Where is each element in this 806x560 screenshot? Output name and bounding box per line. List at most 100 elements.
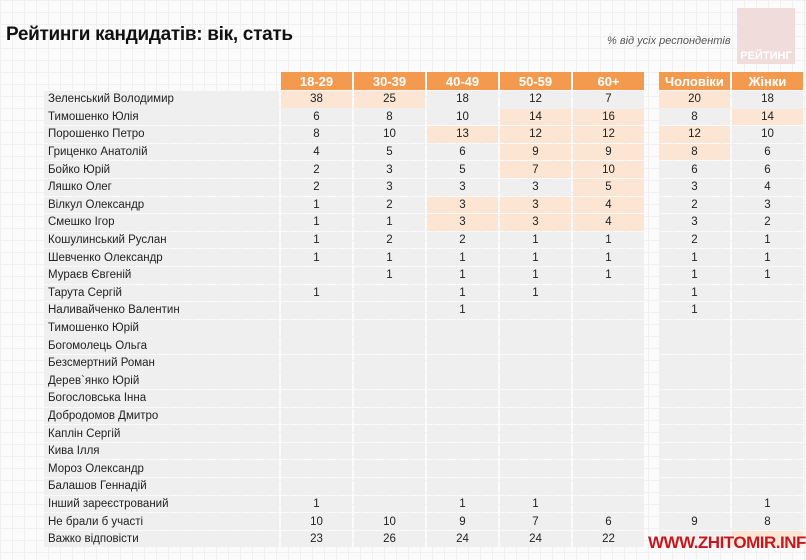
value-cell: 2 — [659, 231, 730, 249]
candidate-name: Кошулинський Руслан — [44, 231, 279, 249]
value-cell — [281, 478, 352, 495]
value-cell: 1 — [732, 231, 803, 249]
value-cell — [500, 460, 571, 478]
column-header: Жінки — [732, 72, 803, 90]
value-cell: 12 — [573, 126, 644, 143]
candidate-name: Інший зареєстрований — [44, 495, 279, 513]
value-cell: 5 — [354, 143, 425, 161]
value-cell: 3 — [427, 214, 498, 231]
value-cell — [732, 425, 803, 442]
table-row: Мураєв Євгеній 1 1 1 1 1 1 — [44, 266, 803, 284]
value-cell — [573, 302, 644, 319]
candidate-name: Порошенко Петро — [44, 126, 279, 143]
value-cell — [354, 284, 425, 302]
value-cell: 3 — [659, 178, 730, 196]
value-cell — [659, 425, 730, 442]
value-cell — [281, 302, 352, 319]
value-cell: 7 — [500, 513, 571, 530]
column-gap — [646, 373, 657, 390]
table-row: Богомолець Ольга — [44, 337, 803, 354]
candidate-name: Вілкул Олександр — [44, 196, 279, 214]
table-row: Шевченко Олександр 1 1 1 1 1 1 1 — [44, 249, 803, 266]
value-cell: 16 — [573, 108, 644, 126]
value-cell: 1 — [573, 266, 644, 284]
candidate-name: Не брали б участі — [44, 513, 279, 530]
value-cell — [427, 442, 498, 460]
column-gap — [646, 109, 657, 126]
value-cell: 3 — [732, 196, 803, 214]
column-gap — [646, 72, 657, 90]
header-blank — [44, 72, 279, 90]
value-cell — [354, 354, 425, 372]
value-cell: 6 — [732, 161, 803, 178]
value-cell — [354, 460, 425, 478]
value-cell: 4 — [573, 196, 644, 214]
value-cell: 8 — [732, 513, 803, 530]
candidate-name: Каплін Сергій — [44, 425, 279, 442]
value-cell — [354, 495, 425, 513]
column-gap — [646, 478, 657, 495]
value-cell: 10 — [573, 161, 644, 178]
value-cell: 38 — [281, 91, 352, 108]
candidate-name: Бойко Юрій — [44, 161, 279, 178]
value-cell — [659, 337, 730, 354]
value-cell: 3 — [427, 178, 498, 196]
value-cell — [500, 302, 571, 319]
value-cell — [354, 302, 425, 319]
table-row: Порошенко Петро 8 10 13 12 12 12 10 — [44, 126, 803, 143]
column-header: 40-49 — [427, 72, 498, 90]
value-cell: 2 — [354, 196, 425, 214]
value-cell — [500, 478, 571, 495]
column-gap — [646, 249, 657, 266]
value-cell — [281, 354, 352, 372]
value-cell — [732, 460, 803, 478]
value-cell: 1 — [732, 495, 803, 513]
value-cell — [659, 319, 730, 337]
candidate-name: Шевченко Олександр — [44, 249, 279, 266]
value-cell — [427, 337, 498, 354]
value-cell: 1 — [500, 266, 571, 284]
header-row: 18-29 30-39 40-49 50-59 60+ Чоловіки Жінки — [44, 72, 803, 90]
value-cell — [427, 372, 498, 390]
value-cell: 1 — [281, 214, 352, 231]
value-cell — [732, 372, 803, 390]
value-cell: 10 — [354, 513, 425, 530]
column-gap — [646, 267, 657, 284]
value-cell: 7 — [573, 91, 644, 108]
column-header: 18-29 — [281, 72, 352, 90]
value-cell — [354, 337, 425, 354]
candidate-name: Ляшко Олег — [44, 178, 279, 196]
candidate-name: Тимошенко Юлія — [44, 108, 279, 126]
value-cell — [732, 442, 803, 460]
value-cell: 22 — [573, 530, 644, 548]
value-cell: 1 — [354, 214, 425, 231]
value-cell: 1 — [732, 249, 803, 266]
column-gap — [646, 337, 657, 354]
value-cell — [354, 372, 425, 390]
column-gap — [646, 460, 657, 477]
value-cell — [659, 372, 730, 390]
value-cell — [500, 390, 571, 407]
table-row: Смешко Ігор 1 1 3 3 4 3 2 — [44, 214, 803, 231]
table-row: Балашов Геннадій — [44, 478, 803, 495]
value-cell: 1 — [500, 231, 571, 249]
value-cell: 2 — [281, 178, 352, 196]
value-cell: 3 — [354, 178, 425, 196]
value-cell — [500, 425, 571, 442]
column-header: 50-59 — [500, 72, 571, 90]
value-cell: 9 — [427, 513, 498, 530]
value-cell: 18 — [732, 91, 803, 108]
value-cell: 2 — [354, 231, 425, 249]
rating-logo: РЕЙТИНГ — [737, 8, 795, 64]
value-cell — [281, 266, 352, 284]
column-gap — [646, 285, 657, 302]
value-cell: 2 — [427, 231, 498, 249]
value-cell: 1 — [427, 249, 498, 266]
value-cell: 24 — [427, 530, 498, 548]
value-cell: 12 — [500, 91, 571, 108]
value-cell: 1 — [573, 249, 644, 266]
value-cell — [500, 407, 571, 425]
value-cell — [427, 390, 498, 407]
page-title: Рейтинги кандидатів: вік, стать — [6, 24, 293, 45]
value-cell — [659, 478, 730, 495]
